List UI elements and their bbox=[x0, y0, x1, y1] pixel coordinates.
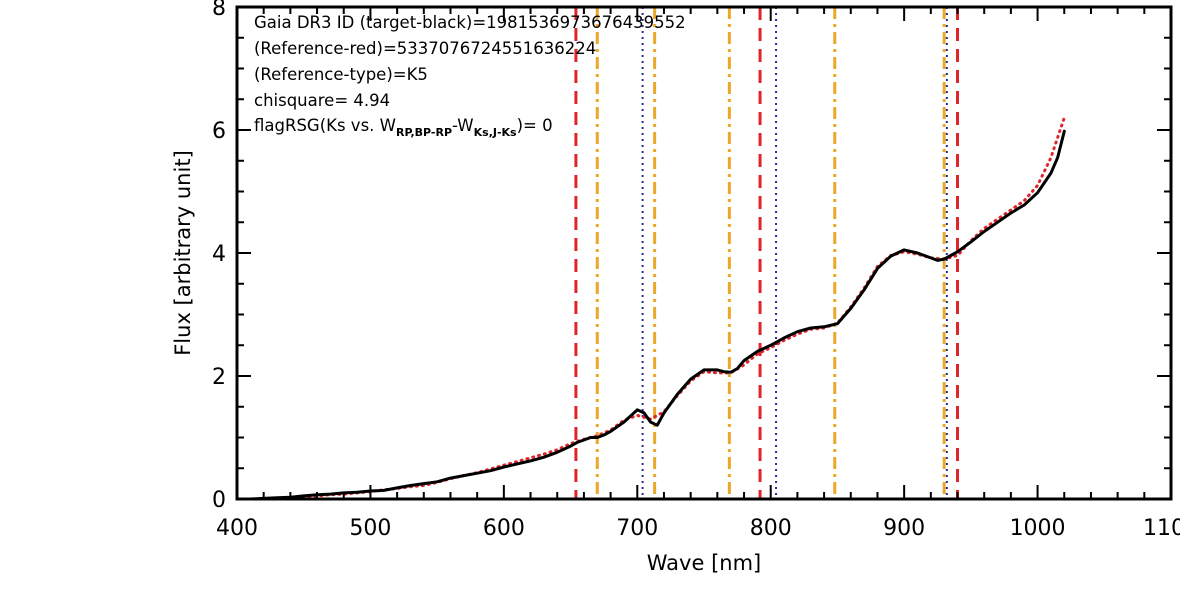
x-tick-label: 700 bbox=[616, 516, 658, 541]
x-axis-title: Wave [nm] bbox=[647, 551, 761, 575]
y-tick-label: 6 bbox=[212, 119, 226, 144]
x-tick-label: 400 bbox=[216, 516, 258, 541]
flag-rsg-mid: -W bbox=[452, 116, 474, 135]
annotation-block: Gaia DR3 ID (target-black)=1981536973676… bbox=[254, 13, 686, 139]
flag-rsg-prefix: flagRSG(Ks vs. W bbox=[254, 116, 396, 135]
annotation-flag-rsg: flagRSG(Ks vs. WRP,BP-RP-WKs,J-Ks)= 0 bbox=[254, 116, 553, 139]
x-tick-label: 600 bbox=[483, 516, 525, 541]
y-tick-label: 2 bbox=[212, 365, 226, 390]
y-tick-label: 4 bbox=[212, 242, 226, 267]
series-layer bbox=[235, 116, 1066, 501]
x-tick-label: 800 bbox=[750, 516, 792, 541]
annotation-gaia-id: Gaia DR3 ID (target-black)=1981536973676… bbox=[254, 13, 686, 32]
x-tick-label: 500 bbox=[349, 516, 391, 541]
y-axis-title: Flux [arbitrary unit] bbox=[171, 150, 195, 356]
series-target-black bbox=[235, 129, 1066, 501]
annotation-reference-id: (Reference-red)=5337076724551636224 bbox=[254, 39, 596, 58]
flag-rsg-subscript-1: RP,BP-RP bbox=[396, 126, 452, 139]
y-tick-label: 8 bbox=[212, 0, 226, 21]
y-tick-label: 0 bbox=[212, 488, 226, 513]
annotation-chisquare: chisquare= 4.94 bbox=[254, 91, 390, 110]
x-tick-label: 900 bbox=[883, 516, 925, 541]
x-tick-label: 1000 bbox=[1010, 516, 1066, 541]
flag-rsg-subscript-2: Ks,J-Ks bbox=[474, 126, 517, 139]
flag-rsg-suffix: )= 0 bbox=[517, 116, 553, 135]
annotation-reference-type: (Reference-type)=K5 bbox=[254, 65, 428, 84]
series-reference-red bbox=[235, 116, 1066, 501]
vertical-line-markers bbox=[574, 7, 960, 499]
